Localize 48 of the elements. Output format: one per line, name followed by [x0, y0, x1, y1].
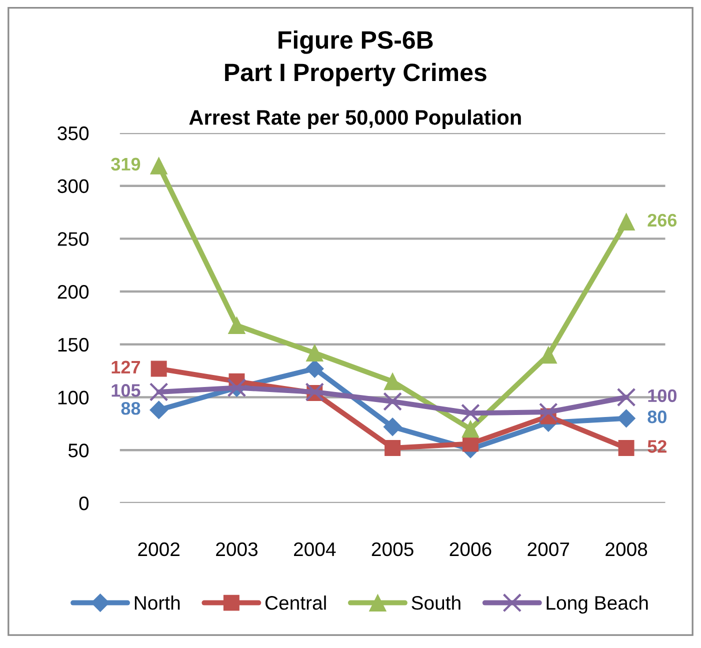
data-label: 319 [111, 158, 140, 171]
point [305, 360, 324, 378]
x-tick-label: 2006 [450, 542, 492, 556]
x-tick-label: 2003 [216, 542, 258, 556]
y-tick-label: 0 [79, 496, 89, 510]
legend-label: South [412, 596, 460, 610]
point [306, 344, 324, 362]
data-label: 100 [648, 389, 677, 402]
legend-label: Central [265, 596, 326, 610]
y-tick-label: 100 [58, 390, 89, 404]
point [617, 409, 636, 428]
point [383, 392, 402, 411]
point [150, 360, 167, 377]
data-label: 127 [112, 360, 140, 374]
point [461, 404, 480, 423]
y-tick-label: 350 [58, 126, 89, 140]
data-label: 266 [648, 214, 677, 227]
chart-subtitle: Arrest Rate per 50,000 Population [189, 110, 521, 129]
point [618, 440, 634, 456]
x-tick-label: 2005 [372, 542, 414, 556]
point [383, 418, 402, 436]
chart-title: Figure PS-6B Part I Property Crimes [225, 30, 486, 86]
point [384, 440, 401, 456]
x-tick-label: 2004 [294, 542, 336, 556]
data-label: 80 [648, 410, 666, 424]
legend-label: North [134, 596, 180, 610]
legend-label: Long Beach [546, 596, 648, 614]
point [538, 402, 558, 422]
point [149, 382, 168, 402]
x-tick-label: 2002 [138, 542, 180, 556]
x-tick-label: 2007 [528, 542, 570, 556]
point [228, 316, 246, 334]
point [462, 436, 478, 452]
y-tick-label: 300 [58, 179, 89, 194]
point [462, 420, 480, 438]
data-label: 52 [648, 440, 666, 453]
point [616, 388, 636, 407]
data-label: 105 [112, 384, 140, 397]
point [150, 400, 168, 420]
point [150, 157, 168, 174]
y-tick-label: 250 [58, 232, 89, 246]
point [618, 213, 635, 230]
y-tick-label: 200 [58, 285, 89, 299]
x-tick-label: 2008 [606, 542, 648, 556]
point [384, 372, 402, 390]
data-label: 88 [121, 402, 140, 415]
y-tick-label: 150 [58, 338, 89, 352]
y-tick-label: 50 [68, 444, 89, 458]
